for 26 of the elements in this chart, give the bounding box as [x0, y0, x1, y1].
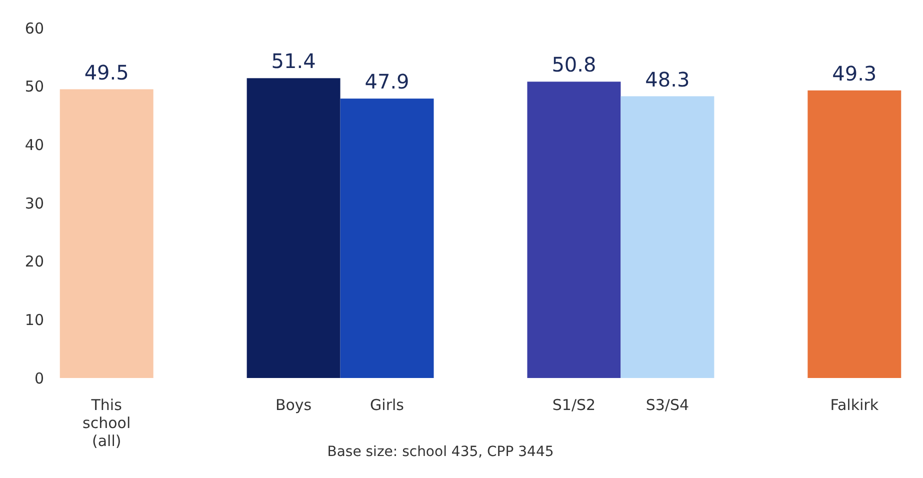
x-tick-label: S3/S4 — [646, 396, 690, 414]
data-label: 47.9 — [364, 70, 410, 94]
text: Base size: school 435, CPP 3445 — [327, 444, 554, 460]
y-tick-label: 30 — [24, 194, 44, 212]
bar — [60, 89, 154, 378]
bar — [808, 90, 902, 378]
y-tick-label: 20 — [24, 252, 44, 271]
x-tick-label: S1/S2 — [552, 396, 596, 414]
y-tick-label: 0 — [34, 369, 44, 388]
data-label: 48.3 — [645, 67, 690, 92]
data-label: 49.5 — [84, 60, 129, 84]
data-label: 51.4 — [271, 49, 316, 74]
bar — [246, 78, 340, 378]
data-label: 50.8 — [552, 52, 596, 77]
y-tick-label: 50 — [24, 78, 44, 96]
x-tick-label: Girls — [370, 396, 404, 414]
x-tick-label: This school (all) — [82, 396, 131, 450]
x-tick-label: Boys — [275, 396, 312, 414]
bar — [340, 98, 434, 378]
data-label: 49.3 — [832, 61, 877, 86]
y-tick-label: 40 — [24, 136, 44, 154]
y-tick-label: 10 — [24, 310, 44, 329]
bar — [620, 96, 714, 378]
bar — [527, 82, 621, 378]
y-tick-label: 60 — [24, 19, 44, 38]
x-tick-label: Falkirk — [830, 396, 879, 414]
